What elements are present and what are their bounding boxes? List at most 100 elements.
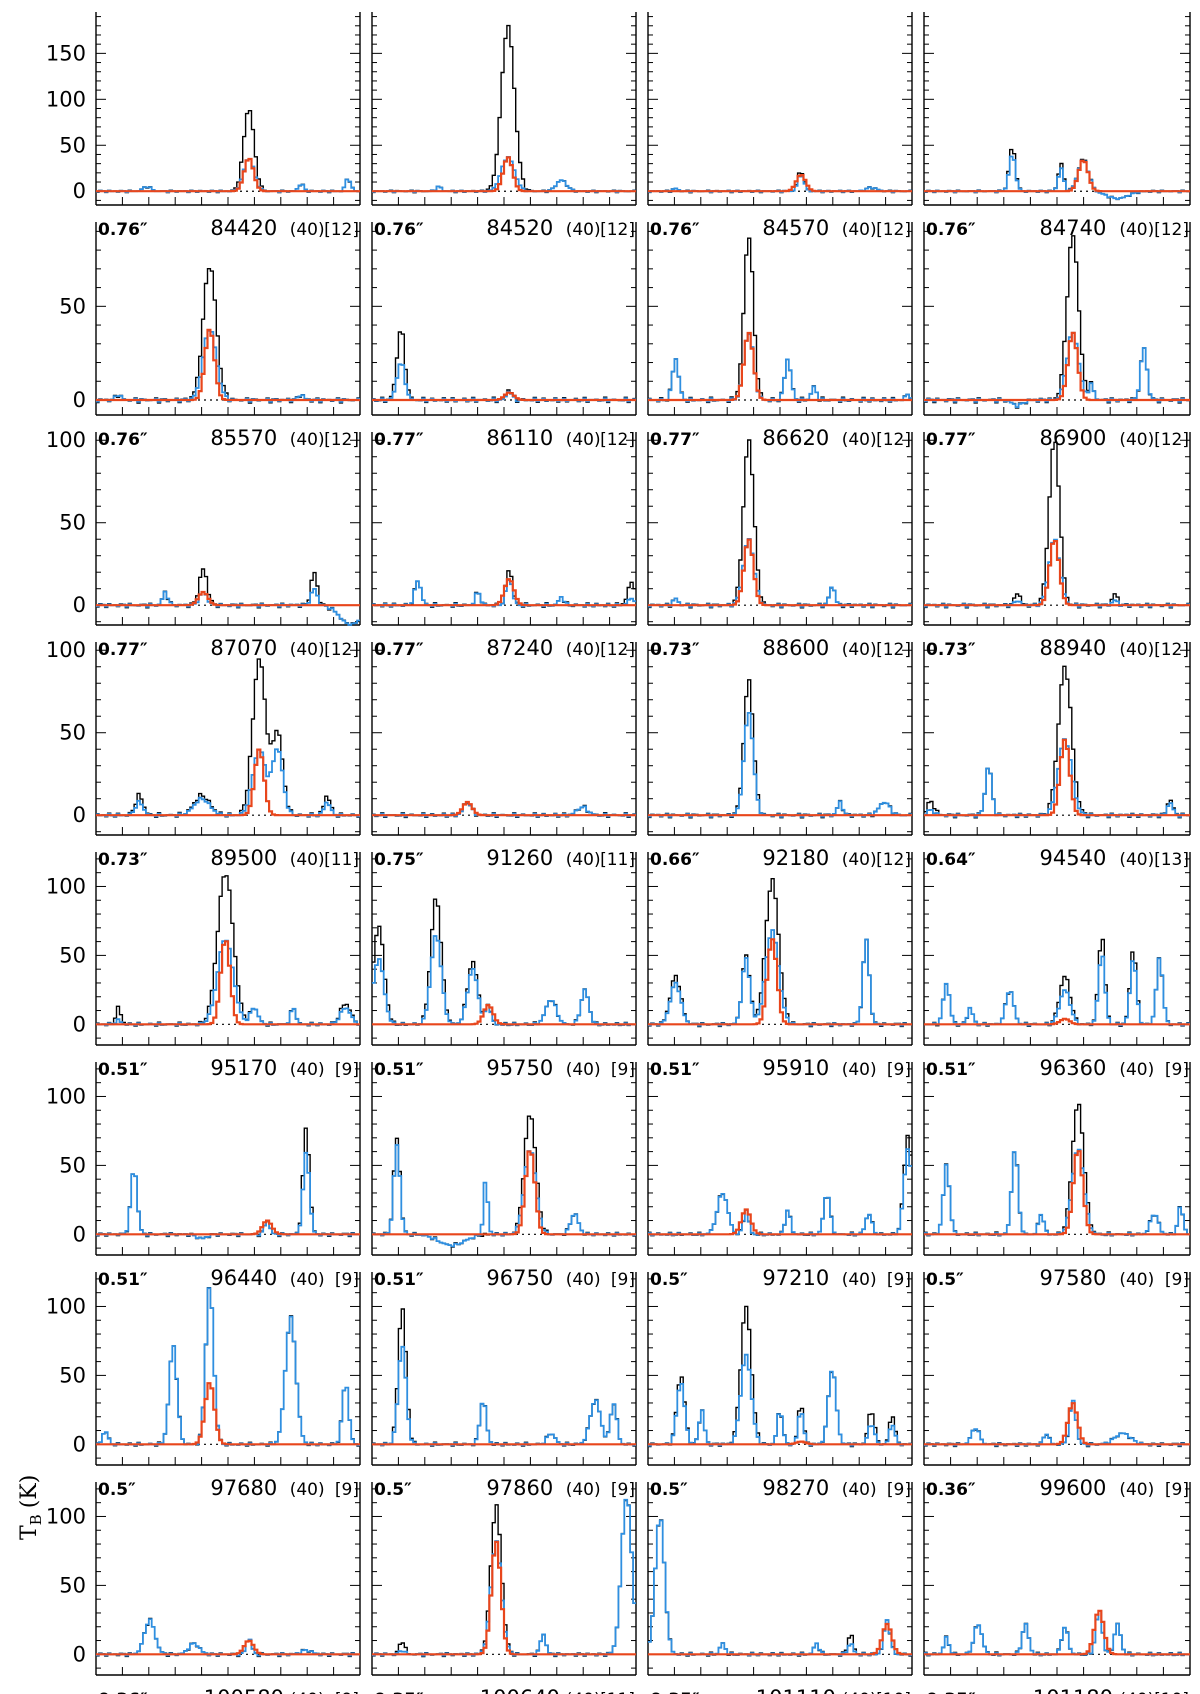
model-total-spectrum xyxy=(96,330,360,403)
y-tick-label: 0 xyxy=(73,803,86,827)
frequency-label: 96440 xyxy=(210,1266,277,1290)
frequency-label: 86620 xyxy=(762,426,829,450)
observed-spectrum xyxy=(648,1134,912,1237)
y-tick-label: 50 xyxy=(59,294,86,318)
panel-index-label: [12] xyxy=(1154,430,1189,450)
channel-width-label: (40) xyxy=(566,1060,601,1080)
channel-width-label: (40) xyxy=(290,1690,325,1694)
y-axis-title-main: T xyxy=(17,1525,42,1540)
model-species-spectrum xyxy=(372,391,636,402)
observed-spectrum xyxy=(96,268,360,404)
frequency-label: 99600 xyxy=(1040,1476,1107,1500)
observed-spectrum xyxy=(96,1617,360,1658)
channel-width-label: (40) xyxy=(1119,1270,1154,1290)
beam-size-label: 0.73″ xyxy=(926,640,976,660)
panel-index-label: [9] xyxy=(1165,1480,1189,1500)
beam-size-label: 0.77″ xyxy=(374,640,424,660)
frequency-label: 96750 xyxy=(486,1266,553,1290)
channel-width-label: (40) xyxy=(290,850,325,870)
panel-index-label: [9] xyxy=(335,1690,359,1694)
svg-text:TB(K): TB (K) xyxy=(17,1475,45,1540)
spectrum-panel-96750: 0.51″ 96750 (40) [9] xyxy=(371,1062,637,1290)
y-tick-label: 0 xyxy=(73,1222,86,1246)
beam-size-label: 0.5″ xyxy=(374,1480,412,1500)
spectrum-panel-86110: 0.77″ 86110 (40) [12] xyxy=(371,222,637,450)
panel-index-label: [9] xyxy=(887,1060,911,1080)
spectrum-panel-97680: 0 50 100 0.5″ 97680 (40) [9] xyxy=(46,1272,361,1500)
channel-width-label: (40) xyxy=(290,430,325,450)
beam-size-label: 0.51″ xyxy=(374,1270,424,1290)
y-tick-label: 100 xyxy=(46,428,86,452)
spectrum-panel-84740: 0.76″ 84740 (40) [12] xyxy=(923,12,1191,240)
y-tick-label: 50 xyxy=(59,1153,86,1177)
spectrum-panel-96360: 0.51″ 96360 (40) [9] xyxy=(923,852,1191,1080)
model-total-spectrum xyxy=(96,158,360,193)
observed-spectrum xyxy=(648,439,912,609)
spectrum-panel-95750: 0.51″ 95750 (40) [9] xyxy=(371,852,637,1080)
y-axis-title-unit: (K) xyxy=(17,1475,42,1509)
frequency-label: 96360 xyxy=(1040,1056,1107,1080)
y-tick-label: 50 xyxy=(59,1363,86,1387)
panel-index-label: [12] xyxy=(1154,640,1189,660)
frequency-label: 89500 xyxy=(210,846,277,870)
model-species-spectrum xyxy=(924,1150,1190,1236)
spectrum-panel-100640: 0.35″100640(40)[11] xyxy=(371,1482,637,1694)
frequency-label: 88600 xyxy=(762,636,829,660)
y-tick-label: 100 xyxy=(46,1504,86,1528)
spectrum-panel-97580: 0.5″ 97580 (40) [9] xyxy=(923,1062,1191,1290)
y-tick-label: 0 xyxy=(73,1642,86,1666)
panel-index-label: [12] xyxy=(876,850,911,870)
y-tick-label: 0 xyxy=(73,1012,86,1036)
channel-width-label: (40) xyxy=(290,1480,325,1500)
beam-size-label: 0.77″ xyxy=(374,430,424,450)
beam-size-label: 0.5″ xyxy=(926,1270,964,1290)
model-species-spectrum xyxy=(648,1440,912,1446)
model-total-spectrum xyxy=(648,333,912,403)
spectrum-panel-84420: 0 50 100 150 0.76″ 84420 (40) [12] xyxy=(46,12,361,240)
panel-index-label: [10] xyxy=(1154,1690,1189,1694)
frequency-label: 86900 xyxy=(1040,426,1107,450)
observed-spectrum xyxy=(648,679,912,819)
beam-size-label: 0.77″ xyxy=(98,640,148,660)
spectrum-panel-92180: 0.66″ 92180 (40) [12] xyxy=(647,642,913,870)
model-species-spectrum xyxy=(372,1004,636,1026)
observed-spectrum xyxy=(96,658,360,818)
channel-width-label: (40) xyxy=(842,1690,877,1694)
beam-size-label: 0.77″ xyxy=(926,430,976,450)
spectrum-panel-101180: 0.35″101180(40)[10] xyxy=(923,1482,1191,1694)
channel-width-label: (40) xyxy=(842,1480,877,1500)
model-total-spectrum xyxy=(96,1151,360,1240)
model-species-spectrum xyxy=(648,938,912,1026)
beam-size-label: 0.66″ xyxy=(650,850,700,870)
model-species-spectrum xyxy=(96,748,360,817)
model-species-spectrum xyxy=(372,800,636,817)
model-species-spectrum xyxy=(648,174,912,193)
spectrum-panel-87240: 0.77″ 87240 (40) [12] xyxy=(371,432,637,660)
frequency-label: 98270 xyxy=(762,1476,829,1500)
y-axis-title: TB (K) xyxy=(17,1475,45,1540)
model-total-spectrum xyxy=(648,1148,912,1237)
y-axis-title-sub: B xyxy=(27,1514,45,1525)
spectrum-panel-84520: 0.76″ 84520 (40) [12] xyxy=(371,12,637,240)
channel-width-label: (40) xyxy=(290,1060,325,1080)
panel-index-label: [9] xyxy=(335,1480,359,1500)
beam-size-label: 0.76″ xyxy=(98,430,148,450)
beam-size-label: 0.75″ xyxy=(374,850,424,870)
model-species-spectrum xyxy=(96,590,360,607)
beam-size-label: 0.76″ xyxy=(374,220,424,240)
channel-width-label: (40) xyxy=(842,640,877,660)
beam-size-label: 0.77″ xyxy=(650,430,700,450)
frequency-label: 97580 xyxy=(1040,1266,1107,1290)
model-total-spectrum xyxy=(372,935,636,1026)
beam-size-label: 0.51″ xyxy=(98,1060,148,1080)
channel-width-label: (40) xyxy=(1119,220,1154,240)
panel-index-label: [11] xyxy=(600,850,635,870)
panel-index-label: [12] xyxy=(600,430,635,450)
panel-index-label: [9] xyxy=(1165,1270,1189,1290)
beam-size-label: 0.76″ xyxy=(926,220,976,240)
y-tick-label: 0 xyxy=(73,179,86,203)
panel-index-label: [11] xyxy=(324,850,359,870)
